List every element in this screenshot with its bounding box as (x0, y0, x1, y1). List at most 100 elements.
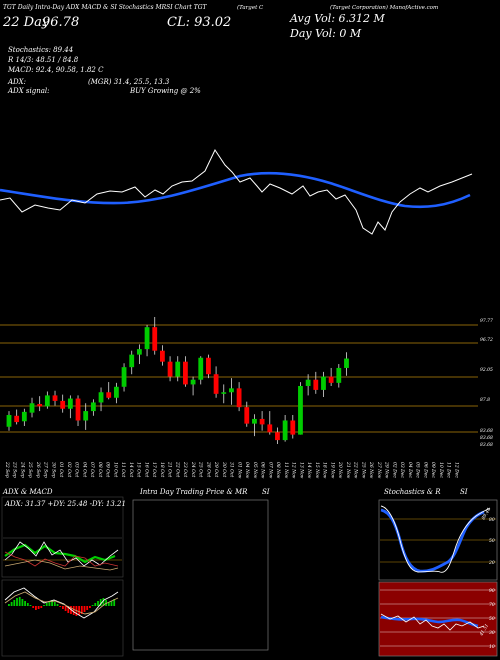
date-tick: 10 Oct (112, 462, 118, 477)
candle-body (67, 398, 73, 409)
macd-bar (56, 604, 59, 606)
date-tick: 14 Nov (306, 462, 312, 479)
title-right: (Target Corporation) ManofActive.com (330, 4, 438, 11)
date-tick: 18 Nov (322, 462, 328, 479)
macd-bar (37, 606, 40, 609)
mrsi-tick: 10 (489, 644, 495, 650)
date-tick: 04 Oct (81, 462, 87, 477)
candle-body (160, 350, 165, 362)
macd-panel-frame (1, 579, 124, 657)
macd-bar (26, 603, 29, 606)
candle-body (221, 392, 227, 394)
price-tick: 83.68 (480, 428, 493, 434)
date-tick: 22 Nov (353, 461, 359, 479)
mgr-reading: (MGR) 31.4, 25.5, 13.3 (88, 78, 170, 86)
stoch-panel-suffix: SI (460, 488, 468, 496)
date-tick: 15 Nov (314, 462, 320, 479)
macd-bar (13, 600, 16, 606)
price-tick: 97.77 (480, 318, 493, 324)
date-tick: 30 Sep (50, 462, 56, 478)
date-tick: 09 Dec (430, 462, 436, 478)
stoch-tick: 20 (488, 560, 495, 566)
candle-body (190, 379, 196, 385)
macd-bar (67, 606, 70, 613)
price-levels (0, 324, 478, 433)
date-tick: 01 Oct (58, 462, 64, 477)
macd-bar (86, 606, 89, 610)
macd-bar (110, 601, 113, 606)
candle-body (136, 349, 142, 355)
candle-body (6, 415, 12, 427)
date-tick: 09 Oct (105, 462, 111, 477)
candles (6, 316, 349, 445)
date-tick: 25 Oct (198, 461, 204, 477)
candle-body (152, 327, 158, 351)
candle-body (37, 404, 43, 407)
price-tick: 92.05 (480, 367, 493, 373)
candle-body (344, 358, 349, 368)
candle-body (83, 411, 89, 421)
date-tick: 02 Oct (66, 462, 72, 477)
price-line (0, 148, 473, 235)
price-tick: 87.8 (480, 397, 490, 403)
candle-body (98, 392, 104, 403)
date-tick: 13 Nov (298, 462, 304, 479)
candle-body (206, 357, 211, 375)
labels-strip: TGT Daily Intra-Day ADX MACD & SI Stocha… (3, 4, 208, 11)
mrsi-tick: 30 (489, 630, 495, 636)
adx-reading: ADX: (7, 78, 26, 86)
avg-vol: Avg Vol: 6.312 M (289, 12, 386, 25)
mrsi-tick: 50 (489, 616, 495, 622)
candle-body (236, 388, 242, 408)
macd-bar (21, 599, 24, 606)
macd-bar (18, 597, 21, 606)
date-tick: 30 Oct (221, 462, 227, 477)
macd-bar (102, 598, 105, 606)
date-tick: 04 Nov (244, 462, 250, 479)
macd-bar (62, 606, 64, 609)
candle-body (144, 327, 150, 350)
date-tick: 18 Oct (159, 462, 165, 477)
date-tick: 03 Oct (74, 462, 80, 477)
candle-body (313, 379, 319, 390)
date-tick: 12 Dec (453, 462, 459, 478)
adx-tan-line (4, 559, 119, 571)
date-tick: 05 Dec (415, 462, 421, 478)
r-reading: R 14/3: 48.51 / 84.8 (7, 56, 79, 64)
date-tick: 29 Oct (213, 461, 219, 477)
macd-bar (51, 600, 53, 606)
candle-body (328, 376, 334, 383)
adx-signal-label: ADX signal: (7, 87, 49, 95)
date-tick: 11 Nov (283, 462, 289, 479)
candle-body (183, 361, 188, 385)
price-axis: 97.77 96.72 92.05 87.8 83.68 83.68 83.68 (480, 318, 493, 448)
date-tick: 16 Oct (143, 462, 149, 477)
candle-body (75, 398, 81, 421)
macd-bar (94, 603, 97, 606)
candle-body (29, 403, 35, 413)
macd-bar (45, 603, 48, 606)
candle-body (198, 357, 204, 380)
macd-bar (53, 602, 56, 606)
date-tick: 08 Oct (97, 462, 103, 477)
stoch-d-line (380, 505, 491, 573)
date-tick: 21 Oct (167, 461, 173, 477)
intra-panel-frame (132, 499, 269, 651)
candle-body (52, 395, 58, 401)
macd-bar (113, 599, 116, 606)
candle-body (175, 361, 181, 377)
candle-body (259, 418, 265, 425)
mrsi-white-line (380, 613, 485, 631)
macd-bar (72, 606, 75, 615)
macd-signal-line (4, 591, 119, 615)
macd-bar (29, 605, 32, 606)
title-left: (Target C (237, 4, 264, 11)
macd-line (4, 587, 119, 619)
stochastics-reading: Stochastics: 89.44 (8, 46, 73, 54)
macd-bar (91, 605, 94, 606)
date-tick: 26 Nov (368, 461, 374, 479)
adx-lines (3, 537, 122, 571)
macd-bar (40, 606, 43, 608)
date-axis: 22 Sep 23 Sep 24 Sep 25 Sep 26 Sep 27 Sep 30 S… (4, 461, 459, 479)
